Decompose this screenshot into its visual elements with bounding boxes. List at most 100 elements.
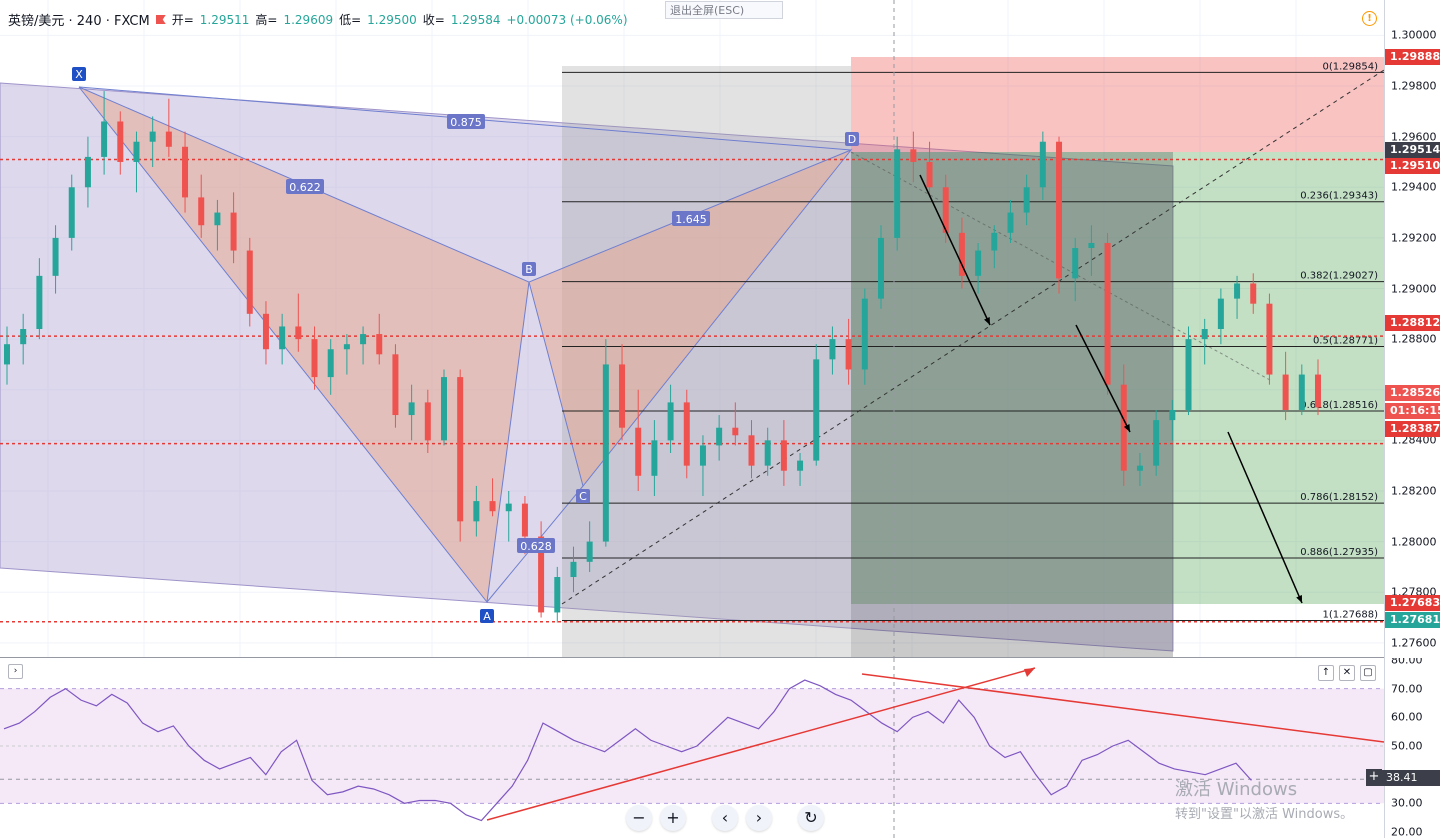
candle [117,111,124,175]
candle [68,174,75,251]
zoom-out-icon[interactable]: − [626,805,652,831]
rsi-pane[interactable]: › ↑ ✕ ▢ [0,658,1384,838]
candle [376,313,383,365]
candle [101,91,108,175]
nav-spacer [780,805,790,831]
close-pane-icon[interactable]: ✕ [1339,665,1355,681]
move-up-icon[interactable]: ↑ [1318,665,1334,681]
pattern-point-marker [576,489,590,503]
price-axis[interactable]: 1.30000 1.29800 1.29600 1.29400 1.29200 1.290… [1384,0,1440,658]
candle-body [1104,242,1111,385]
symbol-legend: 英镑/美元 · 240 · FXCM 开= 1.29511 高= 1.29609 低… [8,10,628,30]
candle-body [894,149,901,238]
rsi-line [3,679,1252,822]
candle [1056,136,1063,294]
candle-body [279,326,286,350]
rsi-current-value: 38.41 [1366,770,1440,786]
candle [424,389,431,454]
fib-level-label: 0.5(1.28771) [1313,335,1378,346]
candle [586,521,593,572]
candle-body [117,121,124,162]
price-chart[interactable]: 0(1.29854) 0.236(1.29343) 0.382(1.29027) 0.… [0,0,1384,658]
scroll-left-icon[interactable]: ‹ [712,805,738,831]
candle-body [1314,374,1321,408]
candle [683,389,690,479]
ratio-label-bg [672,211,710,226]
candle [780,420,787,486]
candle-body [699,445,706,466]
ratio-label: 0.875 [450,116,482,129]
price-tick-label: 1.28000 [1391,535,1437,549]
candle-body [651,440,658,476]
candle-body [619,364,626,428]
price-tick-label: 1.27600 [1391,636,1437,650]
candle-body [942,187,949,233]
candle-body [214,212,221,226]
candle-body [813,359,820,461]
rsi-trendline-down [861,673,1384,743]
price-tick-label: 1.29200 [1391,231,1437,245]
candle-body [910,149,917,162]
candle [295,293,302,352]
scroll-right-icon[interactable]: › [746,805,772,831]
candle-body [246,250,253,314]
candle-body [780,440,787,471]
candle-body [732,427,739,436]
exit-fullscreen-button[interactable]: 退出全屏(ESC) [665,1,783,19]
candle [52,225,59,294]
price-tick-label: 1.28800 [1391,332,1437,346]
candle [1169,399,1176,441]
open-value: 1.29511 [199,12,250,27]
candle-body [683,402,690,466]
price-tick-label: 1.28200 [1391,484,1437,498]
main-chart-pane[interactable]: 0(1.29854) 0.236(1.29343) 0.382(1.29027) 0.… [0,0,1384,658]
candle-body [1039,141,1046,188]
pattern-point-label: B [525,263,533,276]
risk-zone [851,57,1384,152]
candle [619,344,626,441]
pane-divider[interactable] [0,657,1440,658]
rsi-chart[interactable] [0,658,1384,838]
candle [797,453,804,486]
candle [246,237,253,327]
candle [1007,199,1014,243]
candle [392,344,399,428]
add-alert-icon[interactable]: + [1366,769,1382,785]
zoom-in-icon[interactable]: + [660,805,686,831]
candle-body [408,402,415,416]
price-tag: 1.27681 [1385,612,1440,628]
candle [1201,318,1208,365]
candle [230,192,237,264]
collapse-legend-icon[interactable]: › [8,664,23,679]
candle [651,420,658,497]
high-value: 1.29609 [283,12,334,27]
candle-body [861,298,868,370]
ratio-label: 0.622 [289,181,321,194]
entry-target-line [850,151,1271,381]
candle-body [343,344,350,350]
symbol-name[interactable]: 英镑/美元 · 240 · FXCM [8,14,150,29]
pattern-point-marker [72,67,86,81]
ratio-label-bg [447,114,485,129]
warning-icon[interactable]: ! [1362,11,1377,26]
candle-body [1023,187,1030,213]
candle-body [360,334,367,345]
price-tag: 1.29510 [1385,158,1440,174]
candle [991,225,998,269]
candle-body [1153,420,1160,466]
candle-body [926,161,933,188]
candle [182,131,189,213]
maximize-pane-icon[interactable]: ▢ [1360,665,1376,681]
fib-level-label: 0.886(1.27935) [1300,547,1378,558]
candle [84,136,91,208]
candle-body [635,427,642,476]
watermark-line-2: 转到"设置"以激活 Windows。 [1175,807,1354,822]
price-tag: 1.29888 [1385,49,1440,65]
candle [861,288,868,385]
price-tick-label: 1.29600 [1391,130,1437,144]
candle-body [1136,465,1143,471]
price-tag: 1.28812 [1385,315,1440,331]
reset-chart-icon[interactable]: ↻ [798,805,824,831]
candle-body [1185,339,1192,410]
